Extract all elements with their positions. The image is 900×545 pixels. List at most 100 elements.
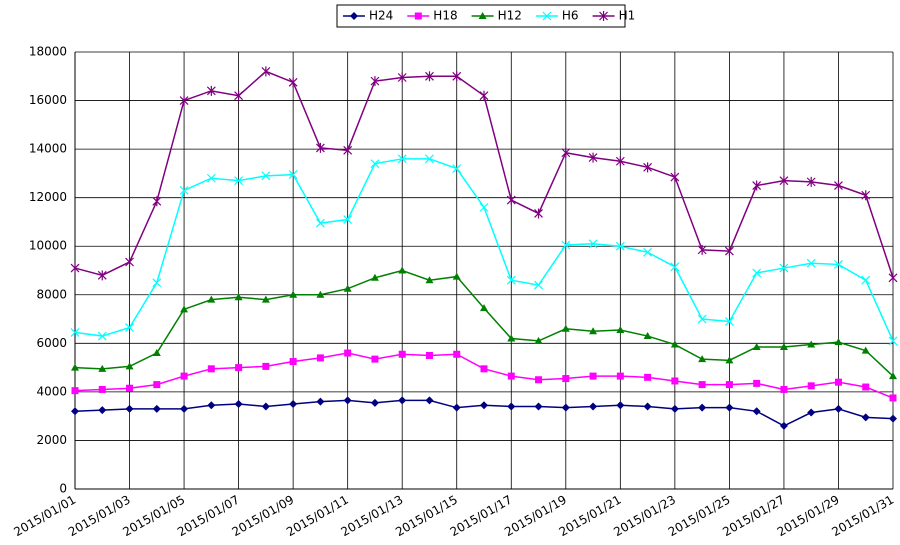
marker xyxy=(70,263,80,274)
marker xyxy=(725,403,734,412)
marker xyxy=(888,272,898,283)
marker xyxy=(698,381,706,389)
marker xyxy=(479,202,489,212)
marker xyxy=(480,401,488,410)
y-tick-label: 8000 xyxy=(36,287,67,301)
marker xyxy=(289,400,298,409)
marker xyxy=(725,356,734,364)
marker xyxy=(234,90,244,101)
marker xyxy=(425,71,434,82)
marker xyxy=(615,241,625,251)
marker xyxy=(343,145,353,156)
marker xyxy=(425,396,434,405)
marker xyxy=(807,340,816,348)
marker xyxy=(643,332,652,340)
marker xyxy=(425,276,434,284)
marker xyxy=(207,401,216,410)
marker xyxy=(752,180,762,191)
marker xyxy=(126,384,134,392)
marker xyxy=(861,275,871,285)
marker xyxy=(861,346,870,354)
marker xyxy=(562,375,570,383)
marker xyxy=(889,414,897,423)
marker xyxy=(398,396,407,405)
marker xyxy=(561,324,570,332)
marker xyxy=(370,398,379,407)
marker xyxy=(589,327,598,335)
marker xyxy=(561,240,571,250)
marker xyxy=(479,90,489,101)
legend-label: H6 xyxy=(562,9,579,23)
y-tick-label: 0 xyxy=(59,482,67,496)
marker xyxy=(70,327,80,337)
marker xyxy=(888,336,898,346)
marker xyxy=(234,176,244,186)
marker xyxy=(98,406,107,415)
marker xyxy=(262,362,270,370)
legend-label: H18 xyxy=(433,9,457,23)
marker xyxy=(180,305,189,313)
marker xyxy=(425,351,433,359)
marker xyxy=(834,180,843,191)
marker xyxy=(779,342,788,350)
marker xyxy=(261,402,270,411)
marker xyxy=(615,156,625,167)
marker xyxy=(724,317,734,326)
marker xyxy=(616,401,625,410)
marker xyxy=(397,72,407,83)
marker xyxy=(807,408,816,417)
marker xyxy=(599,11,608,21)
marker xyxy=(806,176,816,187)
marker xyxy=(889,394,897,402)
marker xyxy=(452,403,461,412)
marker xyxy=(452,71,462,82)
y-tick-label: 10000 xyxy=(29,239,67,253)
marker xyxy=(370,159,380,169)
marker xyxy=(507,334,516,342)
marker xyxy=(453,350,461,358)
marker xyxy=(589,402,598,411)
marker xyxy=(452,272,461,280)
marker xyxy=(343,396,352,405)
marker xyxy=(235,364,243,372)
marker xyxy=(542,11,552,21)
series-line xyxy=(74,269,894,377)
marker xyxy=(316,397,325,406)
marker xyxy=(534,336,543,344)
marker xyxy=(806,258,816,268)
marker xyxy=(697,244,707,255)
y-tick-label: 12000 xyxy=(29,190,67,204)
y-tick-label: 18000 xyxy=(29,45,67,59)
marker xyxy=(179,95,189,106)
marker xyxy=(97,270,107,281)
x-tick-label: 2015/01/31 xyxy=(829,493,896,540)
series-line xyxy=(74,352,894,399)
marker xyxy=(98,385,106,393)
marker xyxy=(478,12,487,19)
marker xyxy=(862,383,870,391)
marker xyxy=(697,314,707,324)
legend-label: H12 xyxy=(498,9,522,23)
marker xyxy=(561,147,571,158)
marker xyxy=(698,403,707,412)
marker xyxy=(289,358,297,366)
marker xyxy=(315,142,325,153)
marker xyxy=(807,382,815,390)
marker xyxy=(780,385,788,393)
marker xyxy=(644,373,652,381)
marker xyxy=(670,172,680,183)
marker xyxy=(534,402,543,411)
marker xyxy=(98,364,107,372)
marker xyxy=(71,387,79,395)
marker xyxy=(344,349,352,357)
marker xyxy=(397,154,407,164)
marker xyxy=(179,185,189,195)
marker xyxy=(234,293,243,301)
marker xyxy=(152,196,162,207)
marker xyxy=(889,372,897,380)
marker xyxy=(725,381,733,389)
marker xyxy=(834,378,842,386)
marker xyxy=(414,12,422,20)
marker xyxy=(343,284,352,292)
marker xyxy=(643,247,653,257)
